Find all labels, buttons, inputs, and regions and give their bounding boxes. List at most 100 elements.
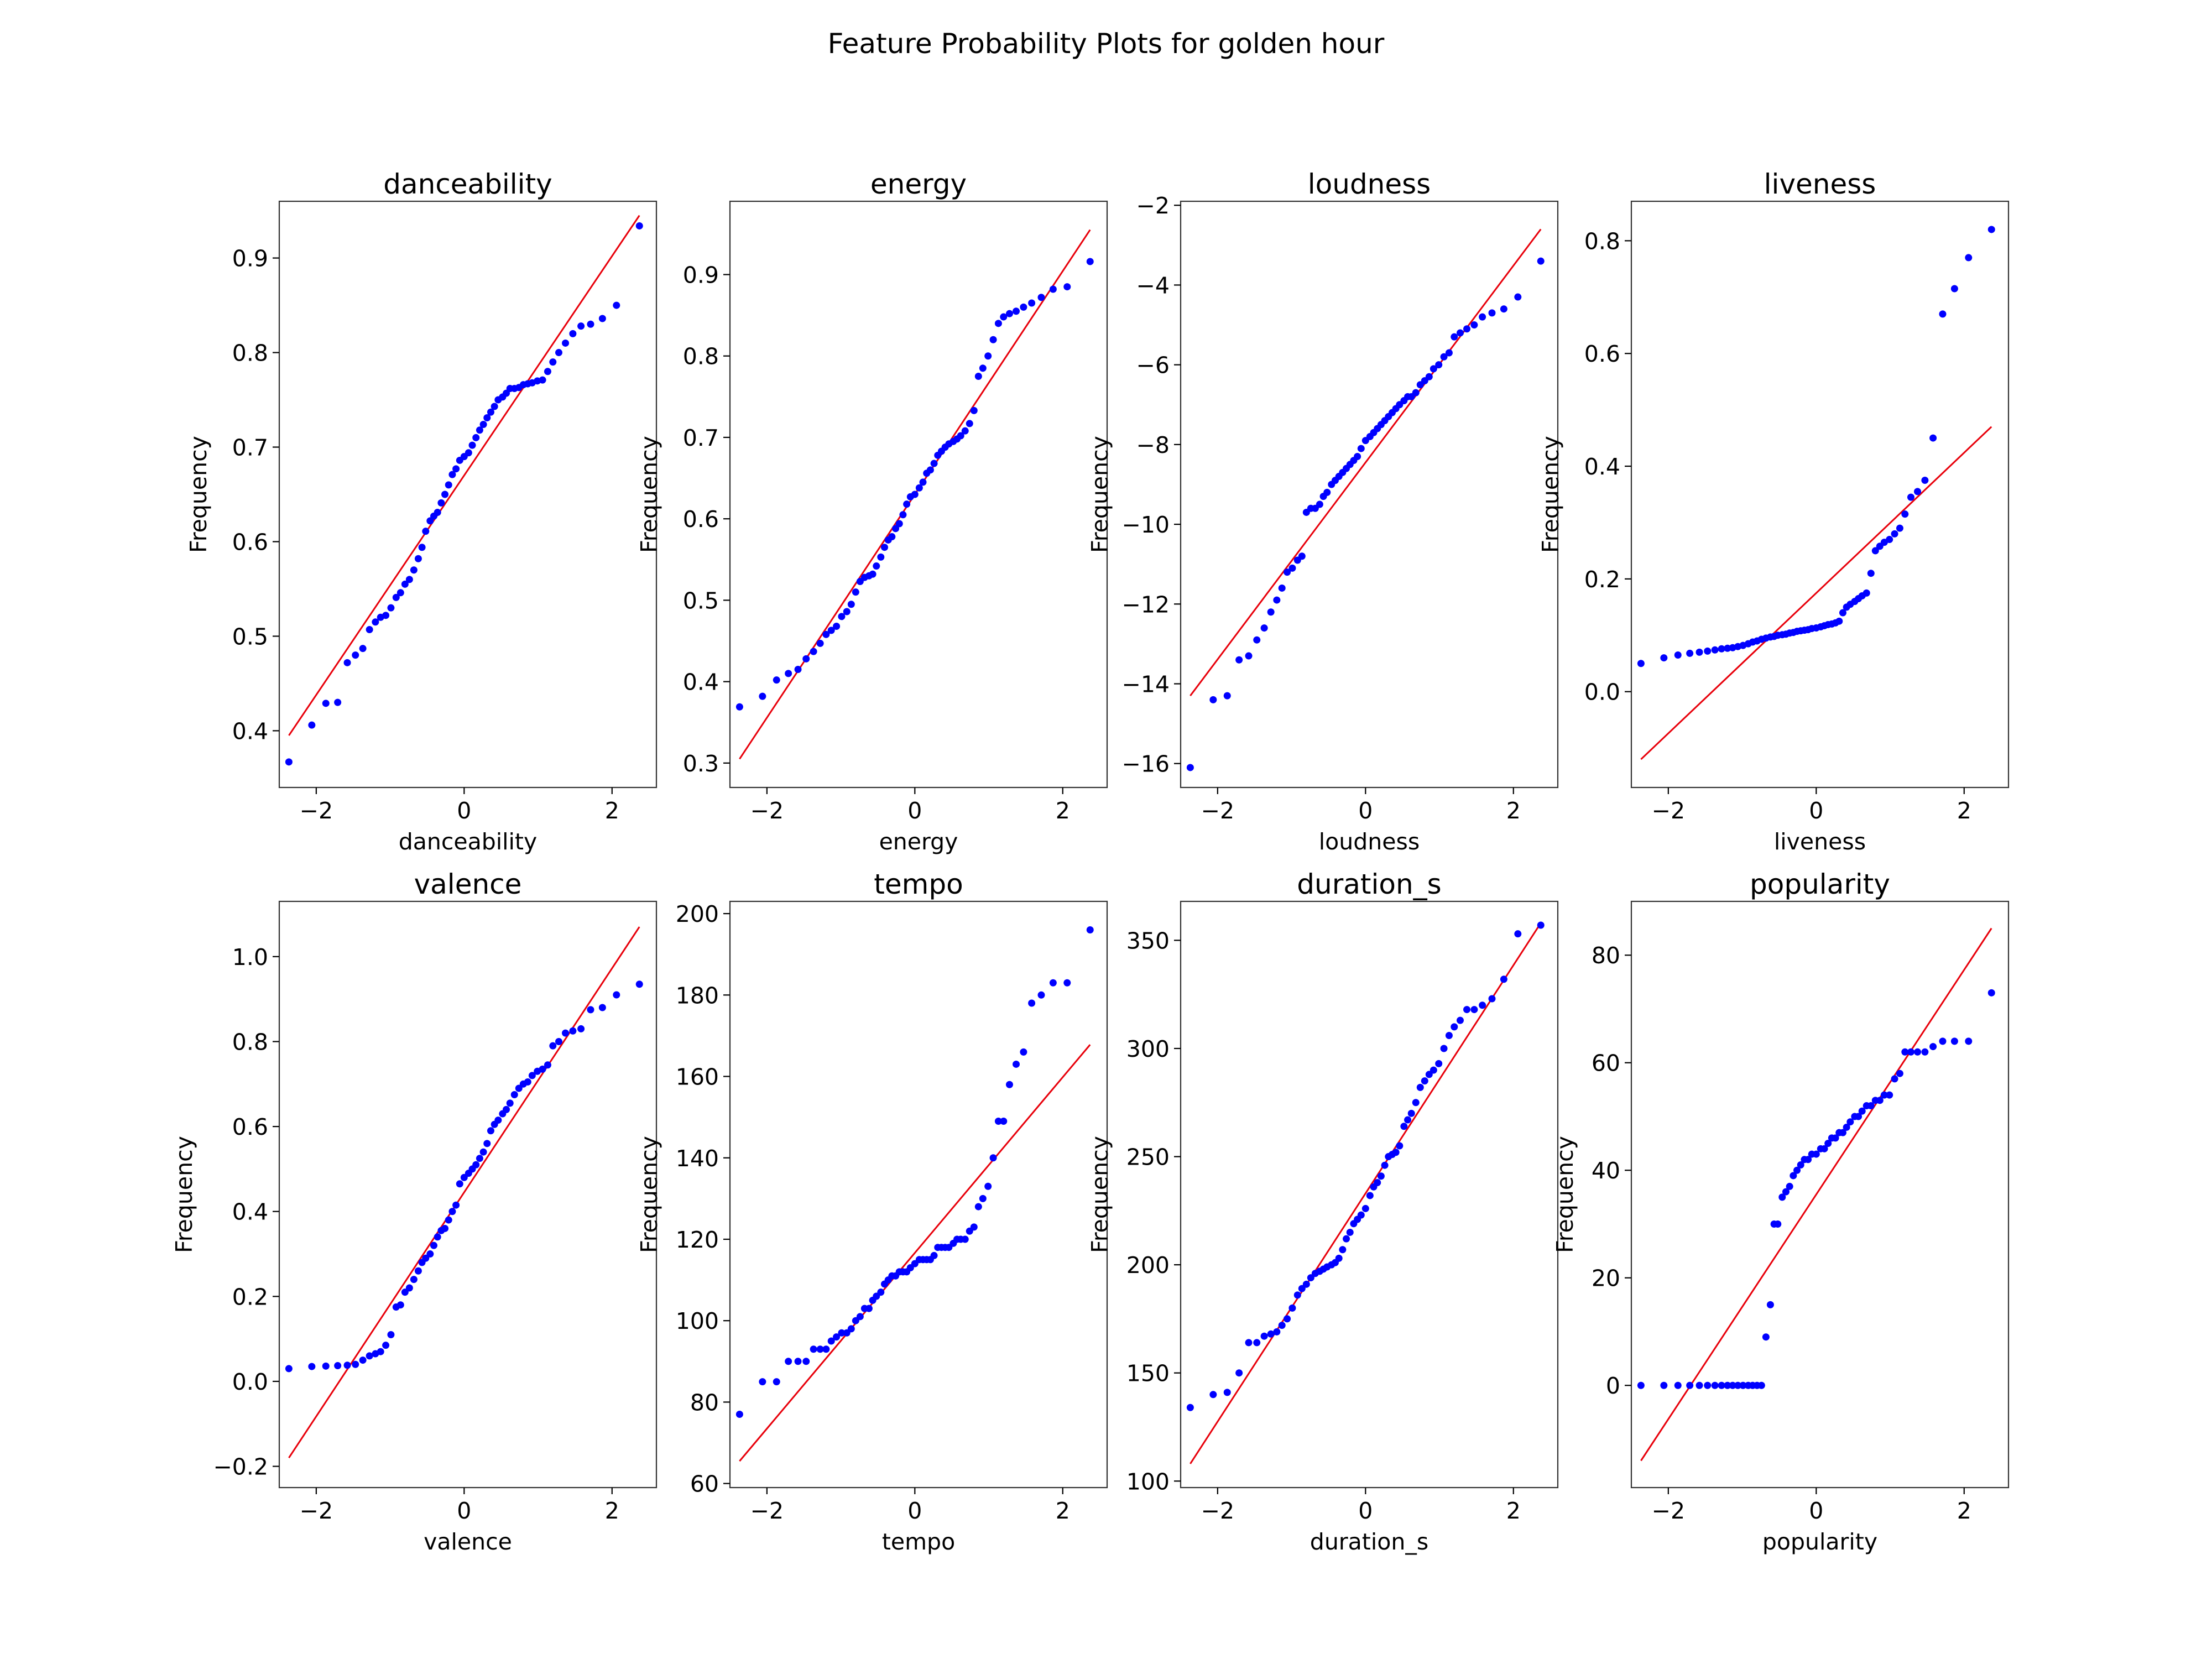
- data-point: [472, 434, 480, 441]
- x-tick-label: −2: [1652, 797, 1685, 824]
- x-tick-label: −2: [1201, 1498, 1234, 1524]
- data-point: [1435, 361, 1443, 369]
- y-tick-label: 100: [1126, 1468, 1170, 1495]
- data-point: [1400, 1123, 1408, 1130]
- data-point: [852, 588, 859, 596]
- subplot-tempo: −2 0 2 60 80 100 120 140 160 180 200 tempo tempo Freq…: [636, 868, 1108, 1555]
- data-point: [1267, 608, 1275, 616]
- y-tick-label: −8: [1136, 432, 1170, 458]
- x-tick-label: 2: [1506, 1498, 1521, 1524]
- data-point: [1950, 1037, 1958, 1045]
- data-point: [1863, 589, 1870, 597]
- data-point: [334, 698, 342, 706]
- data-point: [847, 601, 855, 608]
- data-point: [422, 1254, 430, 1262]
- y-tick-label: 0.8: [232, 340, 268, 367]
- y-tick-label: 80: [1592, 942, 1620, 969]
- data-point: [785, 1358, 792, 1365]
- data-point: [1876, 1097, 1884, 1104]
- data-point: [343, 659, 351, 666]
- data-point: [1914, 488, 1922, 495]
- data-point: [397, 589, 404, 597]
- y-tick-label: 250: [1126, 1144, 1170, 1171]
- data-point: [1921, 477, 1929, 484]
- data-point: [1209, 696, 1217, 703]
- plot-area: [1630, 200, 2010, 789]
- data-point: [1886, 536, 1893, 544]
- y-tick-label: 20: [1592, 1265, 1620, 1292]
- data-point: [1425, 373, 1433, 380]
- data-point: [802, 1358, 810, 1365]
- data-point: [1914, 1048, 1922, 1056]
- x-tick-label: 0: [457, 1498, 471, 1524]
- data-point: [1987, 226, 1995, 233]
- data-point: [1323, 488, 1331, 496]
- subplot-title: liveness: [1764, 168, 1876, 200]
- data-point: [1000, 1118, 1008, 1125]
- data-point: [1871, 547, 1879, 555]
- fit-line: [739, 1044, 1091, 1462]
- data-point: [888, 533, 896, 541]
- x-tick-label: 2: [1056, 797, 1070, 824]
- data-point: [1835, 617, 1843, 625]
- y-tick-label: 0: [1606, 1373, 1620, 1399]
- data-point: [426, 1250, 434, 1258]
- data-point: [539, 1065, 546, 1073]
- data-point: [926, 466, 934, 474]
- data-point: [405, 1284, 413, 1292]
- data-point: [984, 1182, 992, 1190]
- data-point: [569, 1027, 577, 1035]
- x-tick-label: 0: [907, 1498, 922, 1524]
- data-point: [1488, 309, 1496, 317]
- data-point: [1843, 1123, 1850, 1131]
- y-tick-label: −2: [1136, 192, 1170, 219]
- data-point: [1965, 254, 1973, 262]
- y-tick-label: 100: [676, 1308, 719, 1334]
- data-point: [1186, 1404, 1194, 1411]
- data-point: [1343, 1235, 1350, 1243]
- data-point: [1377, 1172, 1385, 1180]
- data-point: [452, 465, 460, 473]
- data-point: [1223, 1389, 1231, 1396]
- data-point: [598, 315, 606, 322]
- y-axis-label: Frequency: [636, 436, 662, 553]
- data-point: [1339, 1246, 1347, 1254]
- data-point: [1407, 1109, 1415, 1117]
- data-point: [915, 484, 923, 492]
- plot-area: [1630, 900, 2010, 1489]
- data-point: [1451, 333, 1458, 341]
- data-point: [1479, 1001, 1486, 1009]
- data-point: [549, 358, 557, 366]
- data-point: [1284, 568, 1291, 576]
- data-point: [1488, 995, 1496, 1003]
- data-point: [382, 1342, 390, 1349]
- data-point: [1479, 313, 1486, 321]
- data-point: [1357, 1211, 1365, 1219]
- data-point: [1891, 1075, 1898, 1083]
- y-tick-label: −12: [1121, 591, 1170, 618]
- y-tick-label: 0.8: [232, 1029, 268, 1055]
- subplot-popularity: −2 0 2020406080popularitypopularityFrequen…: [1552, 868, 2010, 1555]
- y-tick-label: −14: [1121, 671, 1170, 698]
- data-point: [524, 1078, 531, 1086]
- data-point: [544, 1061, 551, 1069]
- data-point: [343, 1361, 351, 1369]
- data-point: [979, 1194, 987, 1202]
- subplot-title: valence: [414, 868, 522, 900]
- data-point: [1288, 564, 1296, 572]
- data-point: [1724, 1381, 1731, 1389]
- y-axis-label: Frequency: [1087, 1136, 1113, 1253]
- y-tick-label: 0.2: [232, 1284, 268, 1310]
- y-axis-label: Frequency: [185, 436, 212, 553]
- data-point: [1965, 1037, 1973, 1045]
- data-point: [1637, 1381, 1645, 1389]
- data-point: [1005, 1081, 1013, 1088]
- x-tick-label: 2: [605, 1498, 619, 1524]
- data-point: [1901, 510, 1909, 518]
- fit-line: [1190, 228, 1542, 697]
- y-tick-label: 350: [1126, 927, 1170, 954]
- data-point: [1245, 652, 1253, 660]
- x-axis-label: duration_s: [1310, 1528, 1428, 1555]
- data-point: [1361, 1204, 1369, 1212]
- data-point: [1463, 325, 1471, 333]
